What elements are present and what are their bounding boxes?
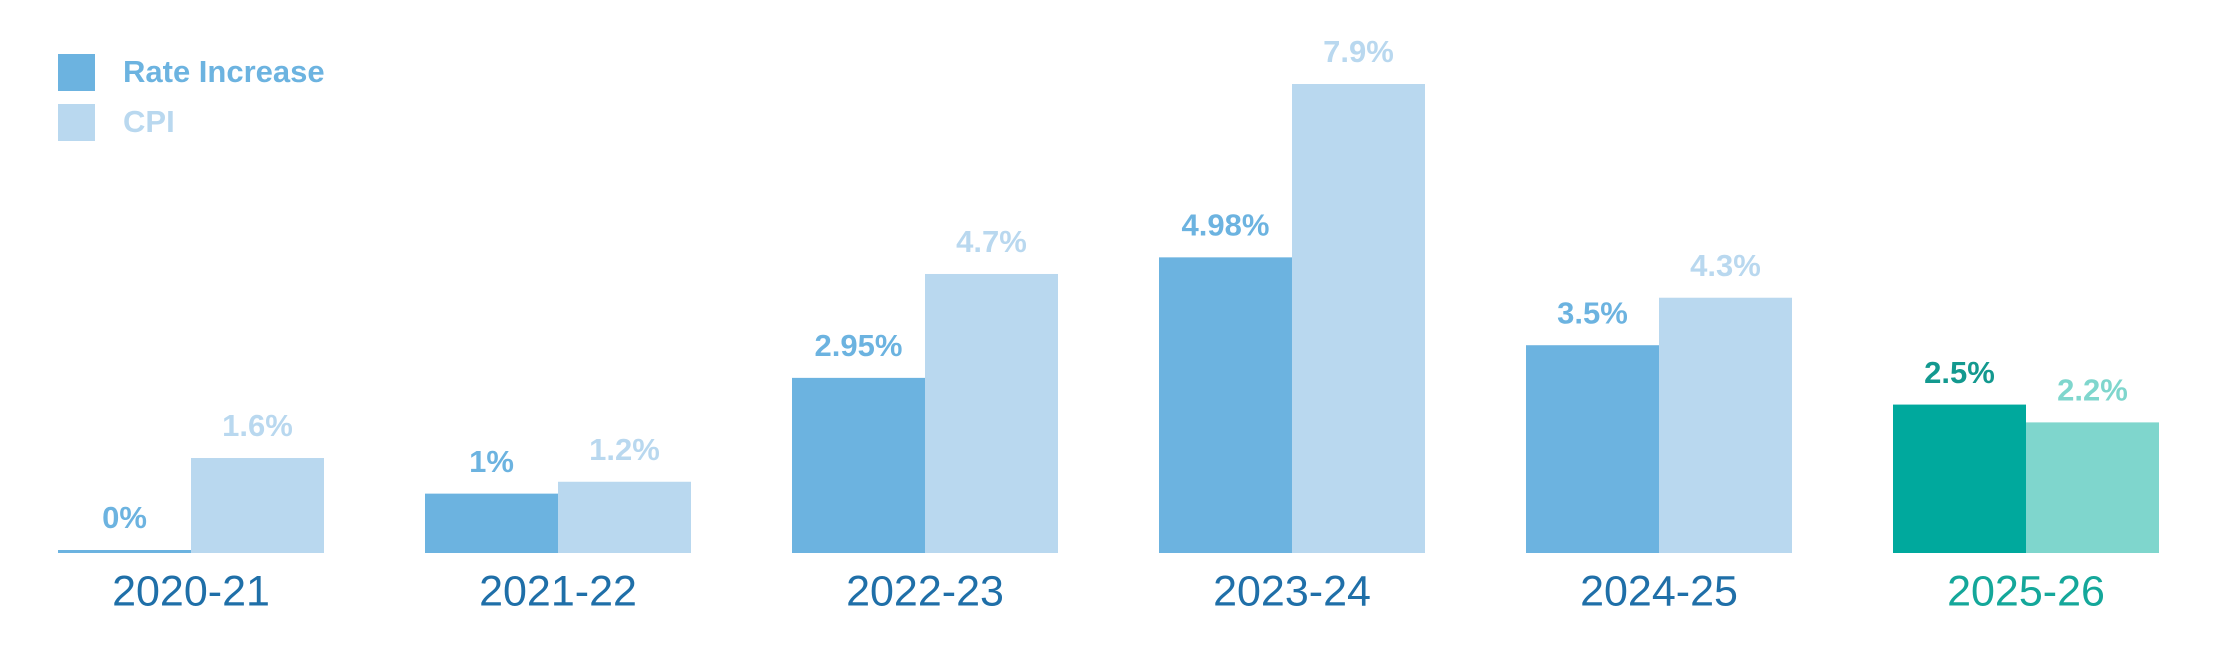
x-tick-label: 2020-21 (112, 567, 270, 615)
value-label: 4.98% (1182, 208, 1270, 243)
value-label: 7.9% (1323, 34, 1394, 69)
bar (1893, 404, 2026, 553)
value-label: 3.5% (1557, 295, 1628, 330)
bar (58, 550, 191, 553)
bar (1526, 345, 1659, 553)
bar (1292, 84, 1425, 553)
value-label: 4.3% (1690, 248, 1761, 283)
x-tick-label: 2022-23 (846, 567, 1004, 615)
value-label: 1.2% (589, 432, 660, 467)
bar (792, 377, 925, 553)
bar (425, 493, 558, 553)
bar (1659, 297, 1792, 553)
legend-swatch (58, 104, 95, 141)
bar (925, 273, 1058, 553)
value-label: 2.2% (2057, 373, 2128, 408)
value-label: 0% (102, 500, 147, 535)
legend-label: CPI (123, 104, 175, 139)
x-tick-label: 2021-22 (479, 567, 637, 615)
value-label: 1.6% (222, 408, 293, 443)
x-tick-label: 2024-25 (1580, 567, 1738, 615)
bar (1159, 257, 1292, 553)
legend-label: Rate Increase (123, 54, 325, 89)
x-tick-label: 2023-24 (1213, 567, 1371, 615)
bar (558, 481, 691, 553)
value-label: 2.95% (815, 328, 903, 363)
bar (191, 458, 324, 553)
legend-swatch (58, 54, 95, 91)
bar (2026, 422, 2159, 553)
value-label: 1% (469, 444, 514, 479)
x-tick-label: 2025-26 (1947, 567, 2105, 615)
value-label: 2.5% (1924, 355, 1995, 390)
value-label: 4.7% (956, 224, 1027, 259)
